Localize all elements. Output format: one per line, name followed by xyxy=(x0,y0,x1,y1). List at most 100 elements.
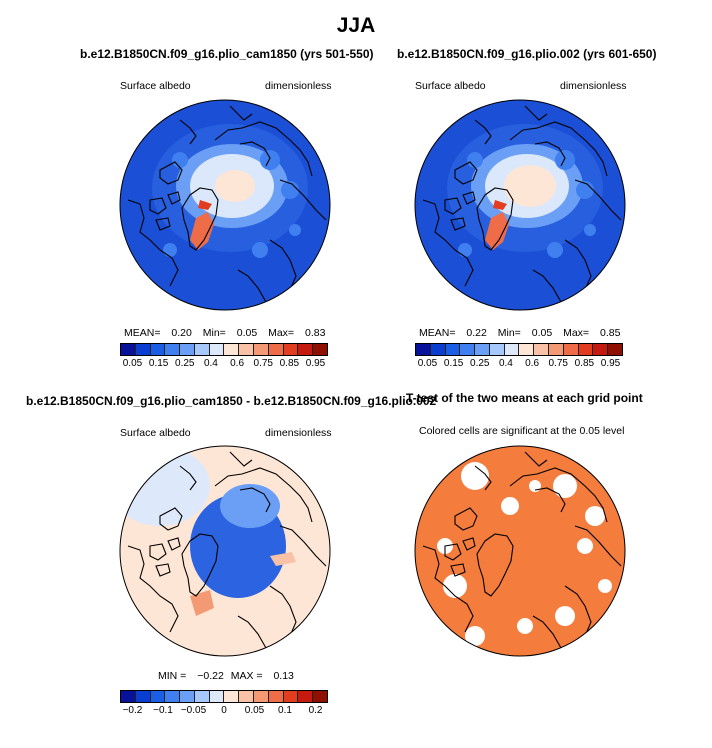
panel-1-map-coastline xyxy=(155,217,171,231)
panel-1-map-coastline xyxy=(179,119,197,145)
panel-4-caption: Colored cells are significant at the 0.0… xyxy=(419,425,625,437)
panel-3-map-light-region xyxy=(120,446,210,526)
panel-3-map-coastline xyxy=(167,537,181,551)
panel-2-colorbar xyxy=(415,343,623,356)
albedo-colorbar-1-swatch xyxy=(298,344,314,355)
panel-3-map-coastline xyxy=(279,525,327,567)
panel-1-map-coastline xyxy=(127,199,179,287)
panel-1-max-value: 0.83 xyxy=(304,327,326,339)
panel-4-map-not-significant-cell xyxy=(598,579,612,593)
albedo-colorbar-2-tick-label: 0.95 xyxy=(600,358,621,369)
albedo-colorbar-1-swatch xyxy=(268,344,284,355)
panel-4-map-not-significant-cell xyxy=(585,506,605,526)
panel-3-map-positive-patch xyxy=(270,552,296,566)
figure-title: JJA xyxy=(336,14,376,37)
diff-colorbar-swatch xyxy=(313,691,327,702)
diff-colorbar-tick-label: −0.2 xyxy=(122,705,143,716)
panel-4-map-coastline xyxy=(450,563,466,577)
panel-2-polar-map xyxy=(414,99,626,311)
diff-colorbar-swatch xyxy=(180,691,195,702)
panel-1-map-coastline xyxy=(159,161,183,185)
panel-2-min-label: Min= xyxy=(497,327,521,339)
panel-2-min-value: 0.05 xyxy=(531,327,553,339)
panel-1-title: b.e12.B1850CN.f09_g16.plio_cam1850 (yrs … xyxy=(80,47,374,61)
albedo-colorbar-1-swatch xyxy=(121,344,136,355)
albedo-colorbar-1-swatch xyxy=(194,344,210,355)
diff-colorbar-swatch xyxy=(209,691,225,702)
albedo-colorbar-1-swatch xyxy=(135,344,151,355)
panel-1-map-patch xyxy=(260,150,280,170)
diff-colorbar-swatch xyxy=(121,691,136,702)
panel-4-map-not-significant-cell xyxy=(465,626,485,646)
albedo-colorbar-2-swatch xyxy=(475,344,490,355)
panel-1-min-value: 0.05 xyxy=(236,327,258,339)
diff-colorbar-swatch xyxy=(194,691,210,702)
panel-1-map-patch xyxy=(172,152,188,168)
panel-3-map-coastline xyxy=(229,451,253,467)
diff-colorbar-tick-label: 0.05 xyxy=(244,705,265,716)
panel-4-map-not-significant-cell xyxy=(461,462,489,490)
panel-1-map-patch xyxy=(252,242,268,258)
albedo-colorbar-2-swatch xyxy=(460,344,476,355)
albedo-colorbar-1-swatch xyxy=(165,344,181,355)
panel-4-map-not-significant-cell xyxy=(529,480,541,492)
albedo-colorbar-1-tick-label: 0.75 xyxy=(253,358,273,369)
panel-4-map-coastline xyxy=(532,615,562,649)
panel-1-map-coastline xyxy=(229,105,253,121)
panel-4-map-coastline xyxy=(524,451,548,467)
diff-colorbar-tick-label: 0 xyxy=(221,705,227,716)
panel-2-title: b.e12.B1850CN.f09_g16.plio.002 (yrs 601-… xyxy=(397,47,657,61)
albedo-colorbar-1-swatch xyxy=(239,344,255,355)
panel-2-map-coastline xyxy=(422,199,474,287)
panel-2-map-coastline xyxy=(574,179,622,221)
panel-2-map-coastline xyxy=(476,187,514,251)
panel-4-map-not-significant-cell xyxy=(501,497,519,515)
panel-1-map-ice-core xyxy=(215,170,255,202)
albedo-colorbar-1-tick-label: 0.25 xyxy=(175,358,195,369)
panel-4-map-coastline xyxy=(534,487,566,513)
albedo-colorbar-1-tick-label: 0.6 xyxy=(230,358,245,369)
albedo-colorbar-1-tick-label: 0.85 xyxy=(279,358,300,369)
panel-2-map-patch xyxy=(576,181,594,199)
panel-2-map-coastline xyxy=(509,121,608,177)
panel-1-colorbar xyxy=(120,343,328,356)
albedo-colorbar-2-swatch xyxy=(504,344,520,355)
panel-3-map-coastline xyxy=(127,545,179,633)
albedo-colorbar-1-swatch xyxy=(224,344,240,355)
albedo-colorbar-2-tick-label: 0.75 xyxy=(548,358,568,369)
diff-colorbar-tick-label: 0.1 xyxy=(278,705,292,716)
diff-colorbar-tick-label: −0.05 xyxy=(180,705,207,716)
panel-3-map-border xyxy=(119,445,331,657)
albedo-colorbar-1-tick-label: 0.95 xyxy=(305,358,326,369)
panel-4-map-coastline xyxy=(474,465,492,491)
panel-3-variable-label: Surface albedo xyxy=(120,427,191,439)
panel-3-min-label: MIN = xyxy=(158,670,187,682)
albedo-colorbar-2-swatch xyxy=(416,344,431,355)
albedo-colorbar-2-swatch xyxy=(445,344,461,355)
panel-1-map-coastline xyxy=(239,141,271,167)
panel-1-map-greenland-ice-sheet xyxy=(190,212,214,250)
panel-4-map-not-significant-cell xyxy=(443,574,467,598)
albedo-colorbar-2-tick-label: 0.15 xyxy=(443,358,464,369)
panel-2-max-value: 0.85 xyxy=(599,327,621,339)
albedo-colorbar-1-swatch xyxy=(180,344,195,355)
panel-4-map-coastline xyxy=(454,507,478,531)
panel-2-stats: MEAN= 0.22 Min= 0.05 Max= 0.85 xyxy=(419,327,620,339)
albedo-colorbar-1-swatch xyxy=(313,344,327,355)
albedo-colorbar-2-swatch xyxy=(534,344,550,355)
diff-colorbar-swatch xyxy=(150,691,166,702)
panel-3-map-coastline xyxy=(159,507,183,531)
panel-4-polar-map xyxy=(414,445,626,657)
panel-4-title: T-test of the two means at each grid poi… xyxy=(406,391,643,405)
panel-1-map-border xyxy=(119,99,331,311)
panel-4-map-not-significant-cell xyxy=(553,474,577,498)
panel-2-map-ice-core xyxy=(504,165,556,207)
panel-4-map-not-significant-cell xyxy=(555,606,575,626)
panel-3-map-coastline xyxy=(239,487,271,513)
panel-1-map-coastline xyxy=(214,121,313,177)
panel-2-map-coastline xyxy=(444,197,462,215)
panel-3-max-value: 0.13 xyxy=(273,670,294,682)
panel-3-map-coastline xyxy=(155,563,171,577)
panel-2-map-coastline xyxy=(532,269,562,303)
diff-colorbar-swatch xyxy=(298,691,314,702)
